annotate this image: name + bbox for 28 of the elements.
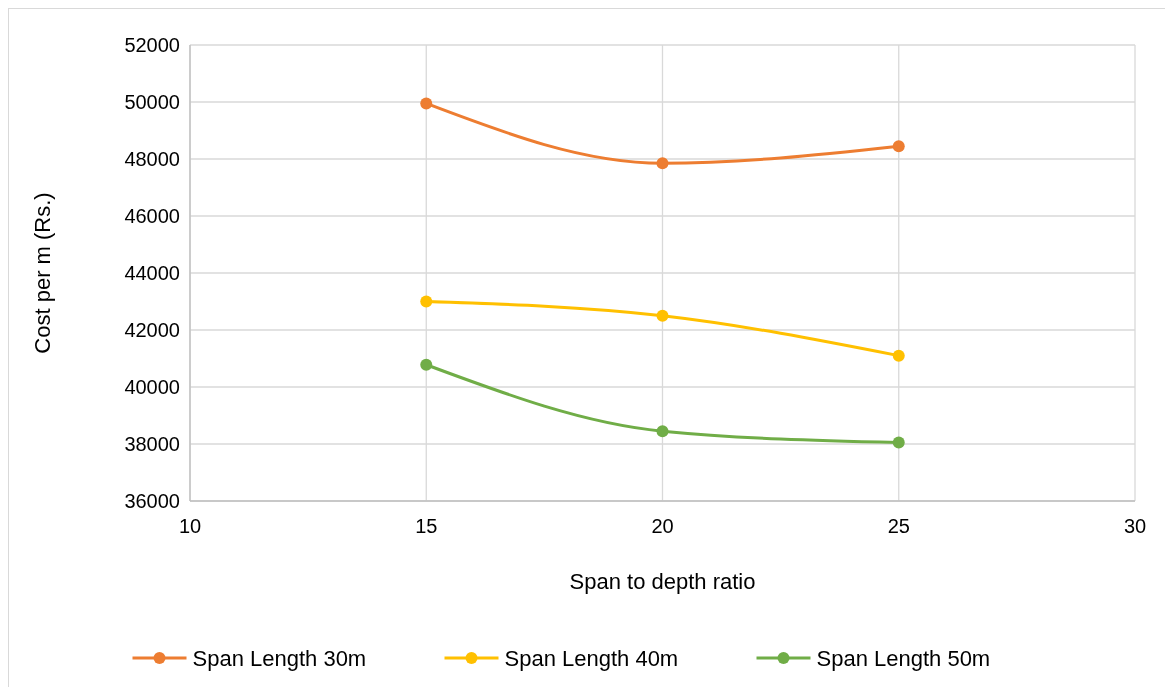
y-tick-label: 46000	[124, 205, 180, 227]
y-tick-label: 50000	[124, 91, 180, 113]
legend-label: Span Length 30m	[192, 645, 367, 671]
point	[656, 157, 669, 170]
point	[656, 309, 669, 322]
legend-label: Span Length 50m	[816, 645, 991, 671]
x-axis-title: Span to depth ratio	[569, 569, 756, 594]
y-tick-label: 48000	[124, 148, 180, 170]
y-tick-label: 38000	[124, 433, 180, 455]
y-tick-label: 42000	[124, 319, 180, 341]
y-tick-label: 36000	[124, 490, 180, 512]
x-tick-label: 10	[178, 515, 202, 537]
y-tick-label: 44000	[124, 262, 180, 284]
y-tick-label: 40000	[124, 376, 180, 398]
point	[892, 349, 905, 362]
x-tick-label: 25	[887, 515, 910, 537]
point	[420, 97, 433, 110]
x-tick-label: 30	[1123, 515, 1147, 537]
point	[892, 436, 905, 449]
x-tick-label: 15	[415, 515, 438, 537]
point	[892, 140, 905, 153]
y-axis-title: Cost per m (Rs.)	[30, 192, 55, 354]
point	[420, 295, 433, 308]
legend-label: Span Length 40m	[504, 645, 679, 671]
point	[420, 358, 433, 371]
point	[656, 425, 669, 438]
y-tick-label: 52000	[124, 34, 180, 56]
x-tick-label: 20	[651, 515, 674, 537]
